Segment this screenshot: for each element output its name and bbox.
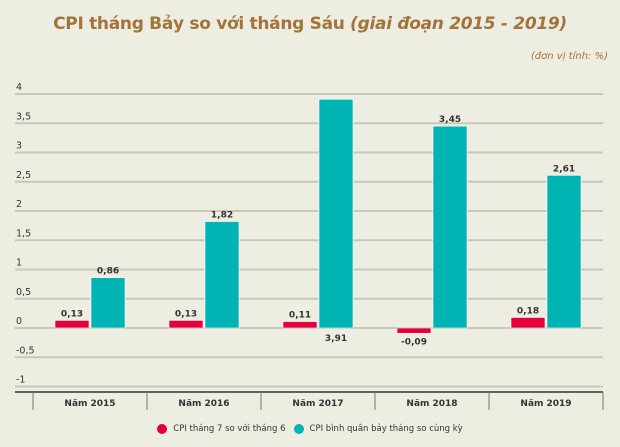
y-tick-label: 2,5 — [16, 170, 31, 181]
bar-cpi-month — [282, 321, 318, 329]
bar-cpi-avg — [90, 277, 126, 329]
data-label: 3,45 — [439, 115, 461, 125]
data-label: -0,09 — [401, 337, 427, 347]
legend-label-series-2: CPI bình quân bảy tháng so cùng kỳ — [309, 424, 463, 434]
bar-cpi-avg — [432, 125, 468, 329]
y-tick-label: 2 — [16, 199, 22, 210]
unit-note: (đơn vị tính: %) — [530, 51, 608, 62]
legend-label-series-1: CPI tháng 7 so với tháng 6 — [173, 424, 286, 434]
y-tick-label: 3,5 — [16, 111, 31, 122]
x-tick-label: Năm 2018 — [406, 399, 457, 409]
legend-marker-teal-dot-icon — [293, 424, 304, 434]
y-tick-label: 1,5 — [16, 228, 31, 239]
bar-cpi-month — [396, 327, 432, 334]
gridlines — [15, 93, 603, 388]
chart-title: CPI tháng Bảy so với tháng Sáu (giai đoạ… — [0, 14, 620, 34]
data-label: 0,86 — [97, 267, 119, 277]
data-label: 2,61 — [553, 164, 575, 174]
y-tick-label: 3 — [16, 141, 22, 152]
bar-cpi-month — [54, 320, 90, 329]
y-tick-label: 4 — [16, 82, 22, 93]
bar-cpi-month — [168, 320, 204, 329]
bar-cpi-avg — [318, 98, 354, 329]
legend-item-series-1: CPI tháng 7 so với tháng 6 — [157, 424, 286, 434]
chart-title-sub: (giai đoạn 2015 - 2019) — [350, 14, 567, 34]
data-label: 0,13 — [175, 309, 197, 319]
bar-chart: 4 3,5 3 2,5 2 1,5 1 0,5 0 -0,5 -1 0,13 0,86 0,13 1,82… — [15, 82, 604, 410]
y-tick-label: -0,5 — [16, 345, 35, 356]
bar-cpi-avg — [546, 175, 582, 329]
data-label: 0,11 — [289, 311, 311, 321]
y-tick-label: 0,5 — [16, 287, 31, 298]
y-axis-tick-labels: 4 3,5 3 2,5 2 1,5 1 0,5 0 -0,5 -1 — [16, 82, 35, 386]
bar-cpi-avg — [204, 221, 240, 329]
chart-title-main: CPI tháng Bảy so với tháng Sáu — [53, 14, 345, 34]
y-tick-label: -1 — [16, 375, 25, 386]
x-tick-label: Năm 2015 — [64, 399, 115, 409]
legend-marker-red-dot-icon — [157, 424, 168, 434]
data-label: 3,91 — [325, 334, 347, 344]
data-label: 0,18 — [517, 306, 539, 316]
data-labels: 0,13 0,86 0,13 1,82 0,11 3,91 -0,09 3,45 0,18 2,6… — [61, 115, 575, 347]
x-tick-label: Năm 2019 — [520, 399, 571, 409]
data-label: 1,82 — [211, 211, 233, 221]
data-label: 0,13 — [61, 309, 83, 319]
y-tick-label: 0 — [16, 316, 22, 327]
bars — [54, 98, 582, 334]
bar-cpi-month — [510, 317, 546, 329]
x-axis: Năm 2015 Năm 2016 Năm 2017 Năm 2018 Năm 2019 — [15, 391, 604, 410]
x-tick-label: Năm 2017 — [292, 399, 343, 409]
legend-item-series-2: CPI bình quân bảy tháng so cùng kỳ — [293, 424, 463, 434]
y-tick-label: 1 — [16, 258, 22, 269]
x-tick-label: Năm 2016 — [178, 399, 229, 409]
legend: CPI tháng 7 so với tháng 6 CPI bình quân… — [0, 424, 620, 434]
